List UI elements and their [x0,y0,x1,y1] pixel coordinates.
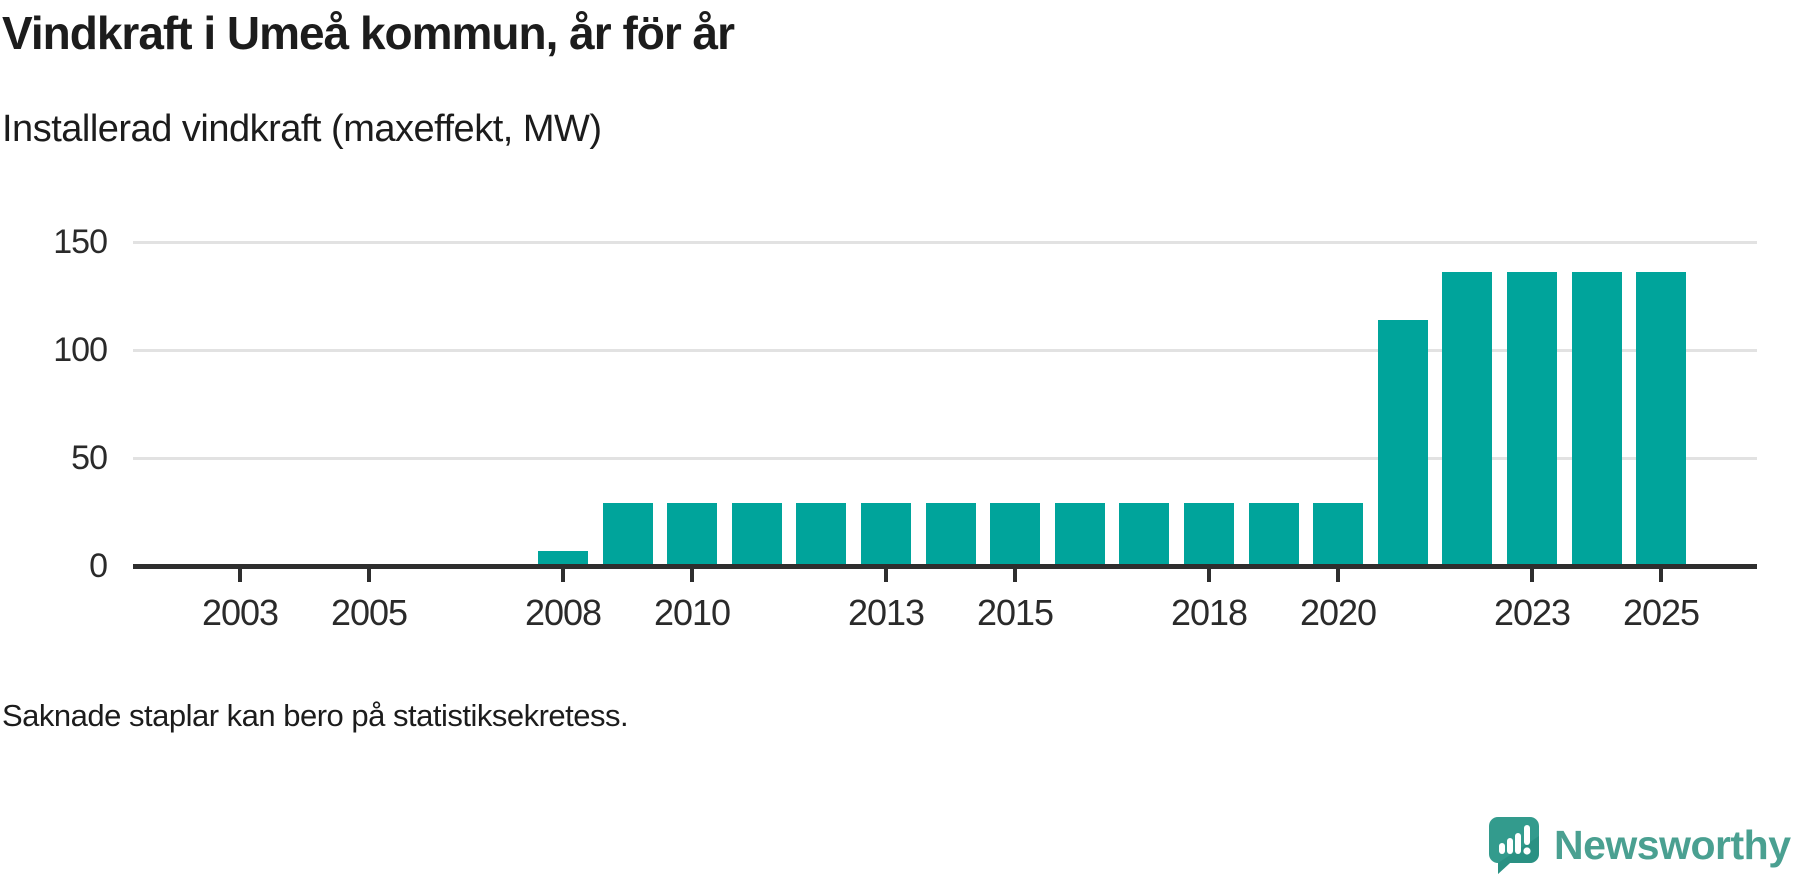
bar-chart-speech-bubble-icon [1489,817,1539,874]
bar-2016 [1055,503,1105,566]
x-axis-label-2018: 2018 [1170,592,1248,633]
gridline-100 [133,349,1757,352]
newsworthy-logo: Newsworthy [1488,816,1791,874]
bar-chart: 0 50 100 150 2003 2005 2008 2010 2013 2015 2018 202… [53,223,1757,633]
gridline-50 [133,457,1757,460]
x-axis-tick-2015 [1013,569,1017,582]
bar-2013 [861,503,911,566]
bar-2023 [1507,272,1557,566]
x-axis-label-2023: 2023 [1493,592,1571,633]
bar-2022 [1442,272,1492,566]
bar-2025 [1636,272,1686,566]
x-axis-tick-2013 [884,569,888,582]
x-axis-tick-2008 [561,569,565,582]
x-axis-line [133,564,1757,569]
x-axis-label-2025: 2025 [1622,592,1700,633]
bar-2012 [796,503,846,566]
chart-footnote: Saknade staplar kan bero på statistiksek… [2,698,629,733]
bar-2017 [1119,503,1169,566]
x-axis-tick-2010 [690,569,694,582]
bar-2018 [1184,503,1234,566]
x-axis-label-2008: 2008 [524,592,602,633]
x-axis-tick-2003 [238,569,242,582]
y-axis-label-100: 100 [53,331,108,369]
x-axis-tick-2025 [1659,569,1663,582]
x-axis-tick-2020 [1336,569,1340,582]
y-axis-label-150: 150 [53,223,108,261]
bar-2008 [538,551,588,566]
newsworthy-wordmark: Newsworthy [1554,821,1791,868]
x-axis-tick-2018 [1207,569,1211,582]
y-axis-label-50: 50 [71,439,108,477]
x-axis-tick-2023 [1530,569,1534,582]
chart-subtitle: Installerad vindkraft (maxeffekt, MW) [2,108,602,150]
x-axis-tick-2005 [367,569,371,582]
bar-2010 [667,503,717,566]
bar-2021 [1378,320,1428,566]
x-axis-label-2003: 2003 [201,592,279,633]
gridline-150 [133,241,1757,244]
bar-2009 [603,503,653,566]
x-axis-label-2010: 2010 [653,592,731,633]
bar-2011 [732,503,782,566]
bar-2020 [1313,503,1363,566]
bar-2019 [1249,503,1299,566]
x-axis-label-2020: 2020 [1299,592,1377,633]
x-axis-label-2005: 2005 [330,592,408,633]
x-axis-label-2015: 2015 [976,592,1054,633]
bar-2014 [926,503,976,566]
bar-2015 [990,503,1040,566]
chart-title: Vindkraft i Umeå kommun, år för år [2,7,735,59]
x-axis-label-2013: 2013 [847,592,925,633]
bar-2024 [1572,272,1622,566]
y-axis-label-0: 0 [89,547,108,585]
